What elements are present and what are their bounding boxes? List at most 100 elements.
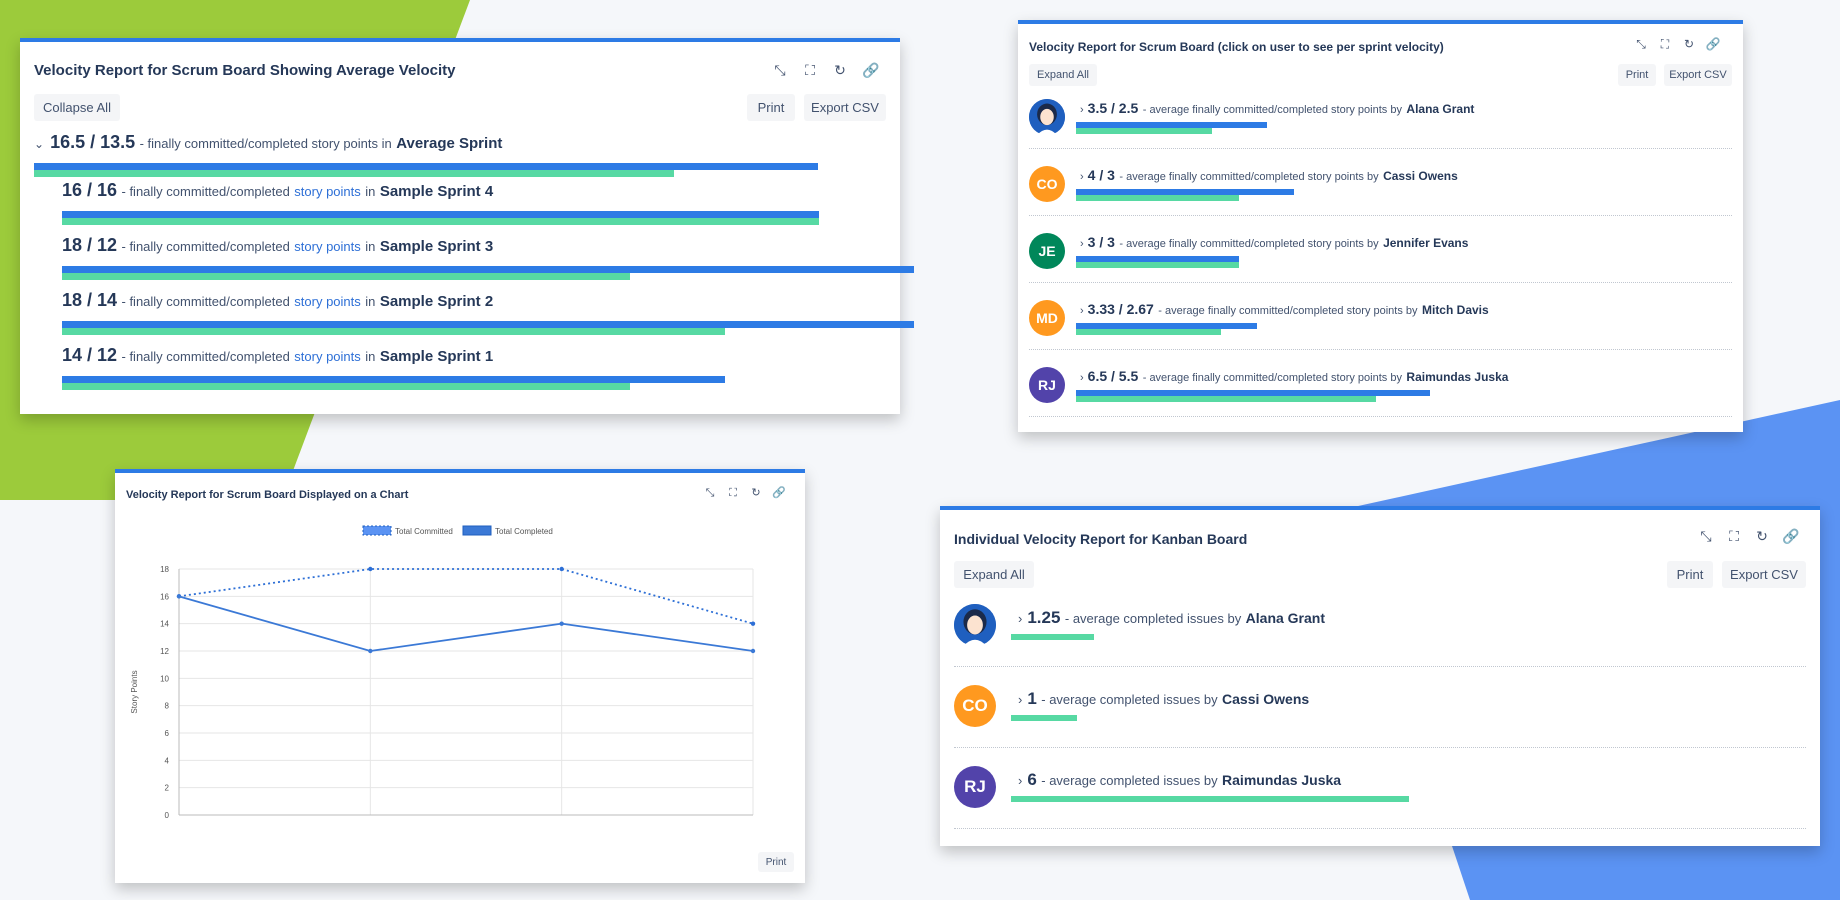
chevron-right-icon[interactable]: › bbox=[1080, 305, 1084, 317]
y-tick-label: 10 bbox=[160, 674, 169, 683]
chevron-down-icon[interactable]: ⌄ bbox=[34, 137, 45, 151]
user-name[interactable]: Alana Grant bbox=[1245, 610, 1326, 626]
refresh-icon[interactable]: ↻ bbox=[834, 62, 846, 78]
export-csv-button[interactable]: Export CSV bbox=[804, 94, 886, 121]
user-row[interactable]: › 4 / 3 - average finally committed/compl… bbox=[1080, 167, 1458, 185]
user-row[interactable]: › 1 - average completed issues by Cassi O… bbox=[1018, 689, 1309, 709]
data-point bbox=[368, 648, 373, 654]
user-text: - average completed issues by bbox=[1041, 773, 1218, 788]
completed-bar bbox=[1076, 195, 1239, 201]
link-icon[interactable]: 🔗 bbox=[772, 487, 786, 499]
user-value: 3 / 3 bbox=[1087, 234, 1115, 250]
link-icon[interactable]: 🔗 bbox=[1705, 37, 1721, 51]
story-points-link[interactable]: story points bbox=[294, 349, 361, 364]
chevron-right-icon[interactable]: › bbox=[1080, 238, 1084, 250]
sprint-text: - finally committed/completed bbox=[121, 349, 290, 364]
user-avatar[interactable] bbox=[1029, 99, 1065, 135]
completed-bar bbox=[1011, 634, 1094, 640]
sprint-name: Sample Sprint 3 bbox=[379, 238, 494, 255]
refresh-icon[interactable]: ↻ bbox=[1756, 528, 1768, 544]
user-avatar[interactable]: CO bbox=[1029, 166, 1065, 202]
user-name[interactable]: Jennifer Evans bbox=[1383, 236, 1469, 250]
print-button[interactable]: Print bbox=[758, 852, 794, 872]
user-row[interactable]: › 6.5 / 5.5 - average finally committed/c… bbox=[1080, 368, 1508, 386]
collapse-icon[interactable]: ⤡ bbox=[774, 62, 786, 78]
completed-bar bbox=[62, 273, 630, 280]
user-row[interactable]: › 1.25 - average completed issues by Alan… bbox=[1018, 608, 1325, 628]
user-avatar[interactable]: CO bbox=[954, 685, 996, 727]
chevron-right-icon[interactable]: › bbox=[1080, 372, 1084, 384]
user-row[interactable]: › 3.5 / 2.5 - average finally committed/c… bbox=[1080, 100, 1474, 118]
completed-bar bbox=[1011, 796, 1409, 802]
chevron-right-icon[interactable]: › bbox=[1080, 171, 1084, 183]
collapse-icon[interactable]: ⤡ bbox=[1636, 37, 1646, 51]
user-name[interactable]: Raimundas Juska bbox=[1222, 772, 1342, 788]
velocity-chart-panel: Velocity Report for Scrum Board Displaye… bbox=[115, 469, 805, 883]
chevron-right-icon[interactable]: › bbox=[1018, 692, 1023, 707]
data-point bbox=[368, 566, 373, 572]
user-row[interactable]: › 3 / 3 - average finally committed/compl… bbox=[1080, 234, 1468, 252]
user-row[interactable]: › 6 - average completed issues by Raimund… bbox=[1018, 770, 1341, 790]
link-icon[interactable]: 🔗 bbox=[862, 62, 880, 78]
series-line-1 bbox=[178, 595, 754, 652]
link-icon[interactable]: 🔗 bbox=[1782, 528, 1800, 544]
sprint-row[interactable]: 14 / 12 - finally committed/completed st… bbox=[62, 345, 493, 366]
refresh-icon[interactable]: ↻ bbox=[1683, 37, 1695, 51]
story-points-link[interactable]: story points bbox=[294, 184, 361, 199]
y-tick-label: 18 bbox=[160, 565, 169, 574]
print-button[interactable]: Print bbox=[747, 94, 795, 121]
committed-bar bbox=[1076, 122, 1267, 128]
data-point bbox=[750, 621, 756, 626]
collapse-all-button[interactable]: Collapse All bbox=[34, 94, 120, 121]
user-avatar[interactable]: JE bbox=[1029, 233, 1065, 269]
chevron-right-icon[interactable]: › bbox=[1018, 611, 1023, 626]
user-text: - average finally committed/completed st… bbox=[1119, 238, 1379, 250]
sprint-row[interactable]: 18 / 12 - finally committed/completed st… bbox=[62, 235, 493, 256]
user-avatar[interactable]: MD bbox=[1029, 300, 1065, 336]
story-points-link[interactable]: story points bbox=[294, 294, 361, 309]
average-velocity-panel: Velocity Report for Scrum Board Showing … bbox=[20, 38, 914, 414]
fullscreen-icon[interactable]: ⛶ bbox=[805, 62, 815, 78]
expand-all-button[interactable]: Expand All bbox=[954, 561, 1034, 588]
sprint-value: 16 / 16 bbox=[62, 180, 118, 200]
fullscreen-icon[interactable]: ⛶ bbox=[1729, 528, 1739, 544]
summary-row[interactable]: ⌄ 16.5 / 13.5 - finally committed/complet… bbox=[34, 132, 502, 153]
user-row[interactable]: › 3.33 / 2.67 - average finally committed… bbox=[1080, 301, 1489, 319]
user-avatar[interactable] bbox=[954, 604, 996, 646]
export-csv-button[interactable]: Export CSV bbox=[1664, 64, 1732, 86]
chevron-right-icon[interactable]: › bbox=[1080, 104, 1084, 116]
data-point bbox=[559, 621, 564, 626]
user-avatar[interactable]: RJ bbox=[954, 766, 996, 808]
user-name[interactable]: Cassi Owens bbox=[1383, 169, 1458, 183]
committed-bar bbox=[62, 266, 914, 273]
velocity-line-chart: 024681012141618Sample Sprint 4Sample Spr… bbox=[130, 525, 756, 820]
fullscreen-icon[interactable]: ⛶ bbox=[1660, 37, 1670, 51]
panel-toolbar: ⤡ ⛶ ↻ 🔗 bbox=[772, 62, 880, 78]
collapse-icon[interactable]: ⤡ bbox=[705, 487, 715, 499]
row-separator bbox=[1029, 282, 1732, 283]
export-csv-button[interactable]: Export CSV bbox=[1722, 561, 1806, 588]
user-name[interactable]: Raimundas Juska bbox=[1406, 370, 1509, 384]
expand-all-button[interactable]: Expand All bbox=[1029, 64, 1097, 86]
collapse-icon[interactable]: ⤡ bbox=[1700, 528, 1712, 544]
user-avatar[interactable]: RJ bbox=[1029, 367, 1065, 403]
print-button[interactable]: Print bbox=[1618, 64, 1656, 86]
sprint-text: - finally committed/completed bbox=[121, 294, 290, 309]
refresh-icon[interactable]: ↻ bbox=[751, 487, 761, 499]
row-separator bbox=[1029, 349, 1732, 350]
user-name[interactable]: Mitch Davis bbox=[1421, 303, 1489, 317]
committed-bar bbox=[62, 211, 819, 218]
story-points-link[interactable]: story points bbox=[294, 239, 361, 254]
y-axis-label: Story Points bbox=[130, 670, 139, 713]
user-text: - average finally committed/completed st… bbox=[1142, 104, 1402, 116]
user-name[interactable]: Cassi Owens bbox=[1222, 691, 1310, 707]
sprint-row[interactable]: 16 / 16 - finally committed/completed st… bbox=[62, 180, 493, 201]
user-name[interactable]: Alana Grant bbox=[1406, 102, 1475, 116]
print-button[interactable]: Print bbox=[1667, 561, 1713, 588]
series-line-0 bbox=[178, 568, 754, 625]
sprint-row[interactable]: 18 / 14 - finally committed/completed st… bbox=[62, 290, 493, 311]
summary-value: 16.5 / 13.5 bbox=[50, 132, 136, 152]
panel-title: Velocity Report for Scrum Board Showing … bbox=[34, 62, 456, 79]
chevron-right-icon[interactable]: › bbox=[1018, 773, 1023, 788]
fullscreen-icon[interactable]: ⛶ bbox=[729, 487, 737, 499]
